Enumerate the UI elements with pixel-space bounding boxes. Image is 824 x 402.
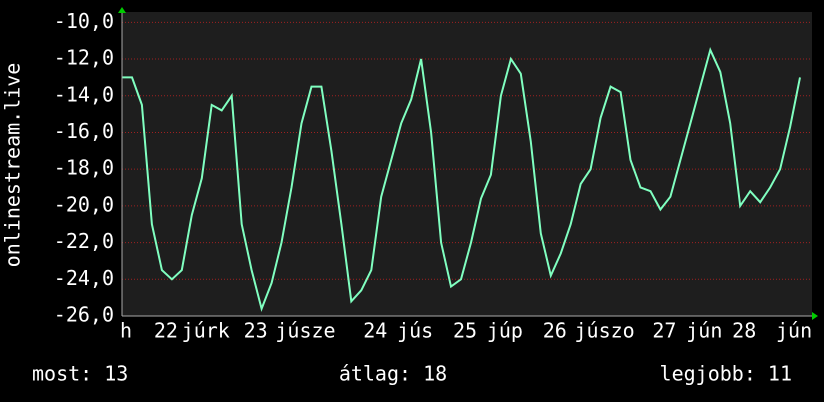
x-tick-label: 25 (453, 319, 477, 343)
y-tick-label: -26,0 (54, 303, 114, 327)
x-tick-label: jún (686, 319, 722, 343)
x-tick-label: 27 (652, 319, 676, 343)
x-tick-label: júszo (575, 319, 635, 343)
x-tick-label: 26 (543, 319, 567, 343)
y-tick-label: -18,0 (54, 156, 114, 180)
y-tick-label: -24,0 (54, 266, 114, 290)
x-tick-label: h (120, 319, 132, 343)
x-tick-label: 24 (363, 319, 387, 343)
y-tick-label: -22,0 (54, 229, 114, 253)
x-tick-label: jún (776, 319, 812, 343)
data-line (122, 46, 801, 312)
x-arrow (812, 312, 818, 320)
stat-average: átlag: 18 (339, 362, 447, 386)
x-tick-label: jús (397, 319, 433, 343)
x-tick-label: júrk (182, 319, 230, 343)
x-tick-label: júp (487, 319, 523, 343)
stat-now: most: 13 (32, 362, 128, 386)
marks (122, 46, 801, 312)
stat-best: legjobb: 11 (660, 362, 792, 386)
x-tick-label: júsze (275, 319, 335, 343)
y-tick-label: -16,0 (54, 119, 114, 143)
y-axis-label: onlinestream.live (1, 63, 25, 268)
y-tick-label: -10,0 (54, 9, 114, 33)
x-tick-label: 23 (244, 319, 268, 343)
y-tick-label: -20,0 (54, 192, 114, 216)
x-tick-label: 28 (732, 319, 756, 343)
y-arrow (118, 7, 126, 13)
y-tick-label: -12,0 (54, 46, 114, 70)
x-tick-label: 22 (154, 319, 178, 343)
y-tick-label: -14,0 (54, 82, 114, 106)
